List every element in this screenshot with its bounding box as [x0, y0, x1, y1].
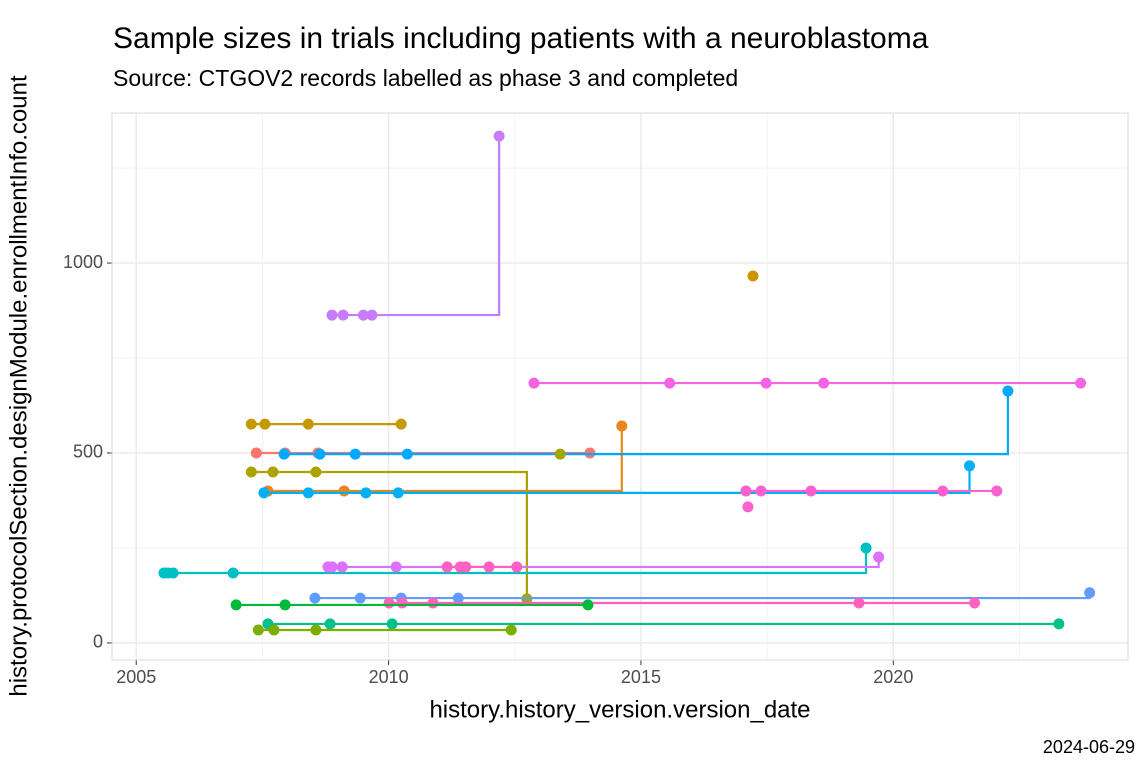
point: [505, 624, 517, 636]
point: [268, 624, 280, 636]
point: [991, 485, 1003, 497]
point: [937, 485, 949, 497]
point: [310, 624, 322, 636]
point: [1053, 618, 1065, 630]
point: [309, 592, 321, 604]
point: [324, 618, 336, 630]
point: [427, 597, 439, 609]
y-tick-label: 1000: [63, 252, 103, 272]
point: [302, 418, 314, 430]
y-tick-label: 0: [93, 632, 103, 652]
point: [964, 460, 976, 472]
point: [528, 377, 540, 389]
point: [584, 447, 596, 459]
point: [252, 624, 264, 636]
point: [452, 592, 464, 604]
x-axis-label: history.history_version.version_date: [429, 696, 810, 723]
caption: 2024-06-29: [1043, 737, 1135, 757]
point: [310, 466, 322, 478]
point: [366, 309, 378, 321]
point: [395, 418, 407, 430]
point: [250, 447, 262, 459]
point: [860, 542, 872, 554]
point: [267, 466, 279, 478]
point: [616, 420, 628, 432]
point: [664, 377, 676, 389]
point: [258, 487, 270, 499]
point: [582, 599, 594, 611]
chart-title: Sample sizes in trials including patient…: [113, 22, 929, 55]
x-tick-label: 2005: [116, 667, 156, 687]
point: [460, 561, 472, 573]
point: [302, 487, 314, 499]
x-tick-label: 2010: [369, 667, 409, 687]
y-tick-label: 500: [73, 442, 103, 462]
step-line: [263, 465, 971, 494]
point: [969, 597, 981, 609]
point: [1084, 587, 1096, 599]
point: [326, 561, 338, 573]
point: [390, 561, 402, 573]
point: [755, 485, 767, 497]
point: [167, 567, 179, 579]
point: [245, 418, 257, 430]
point: [740, 485, 752, 497]
point: [805, 485, 817, 497]
point: [396, 597, 408, 609]
x-tick-label: 2020: [873, 667, 913, 687]
y-axis-label: history.protocolSection.designModule.enr…: [5, 75, 32, 697]
point: [383, 597, 395, 609]
point: [760, 377, 772, 389]
point: [554, 448, 566, 460]
point: [1075, 377, 1087, 389]
point: [511, 561, 523, 573]
point: [747, 270, 759, 282]
point: [483, 561, 495, 573]
point: [337, 309, 349, 321]
step-line: [284, 391, 1009, 456]
point: [354, 592, 366, 604]
point: [278, 448, 290, 460]
chart-subtitle: Source: CTGOV2 records labelled as phase…: [113, 65, 738, 91]
point: [357, 309, 369, 321]
point: [873, 551, 885, 563]
point: [1002, 385, 1014, 397]
point: [392, 487, 404, 499]
point: [493, 130, 505, 142]
point: [386, 618, 398, 630]
x-tick-label: 2015: [621, 667, 661, 687]
point: [742, 501, 754, 513]
point: [279, 599, 291, 611]
point: [349, 448, 361, 460]
point: [259, 418, 271, 430]
point: [818, 377, 830, 389]
point: [227, 567, 239, 579]
point: [245, 466, 257, 478]
point: [230, 599, 242, 611]
point: [360, 487, 372, 499]
point: [853, 597, 865, 609]
point: [314, 448, 326, 460]
point: [401, 448, 413, 460]
point: [326, 309, 338, 321]
step-line: [314, 592, 1091, 600]
point: [336, 561, 348, 573]
plot-border: [111, 112, 1129, 661]
point: [441, 561, 453, 573]
step-line: [332, 136, 501, 317]
step-line: [328, 557, 880, 569]
point: [338, 485, 350, 497]
